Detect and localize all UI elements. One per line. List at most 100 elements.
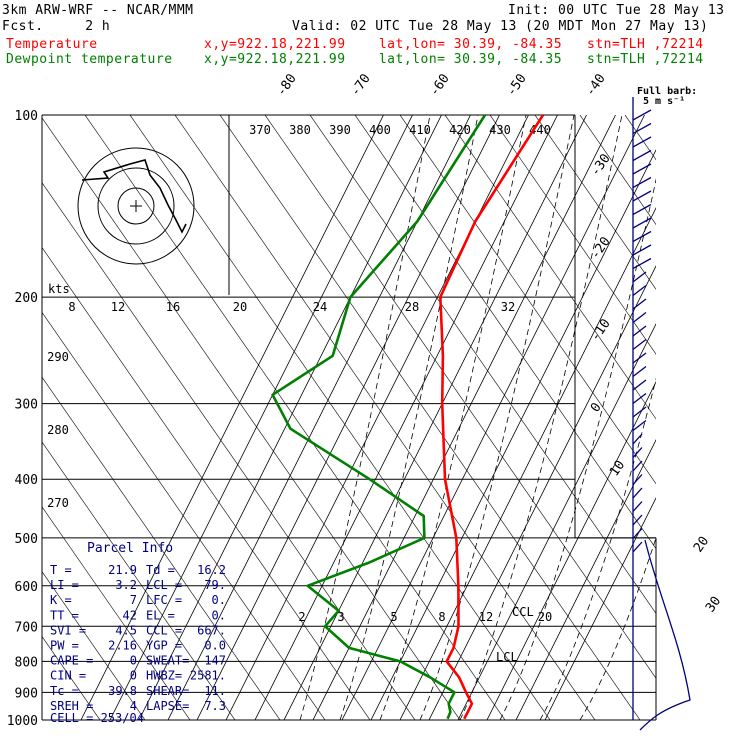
dry-adiabat-line xyxy=(489,115,656,355)
wind-barb xyxy=(632,474,643,485)
parcel-info-key: SVI = xyxy=(50,623,86,637)
wind-barb xyxy=(632,514,643,526)
wind-barb xyxy=(632,541,643,553)
dry-adiabat-line xyxy=(42,117,461,720)
parcel-info-value: 21.9 xyxy=(108,563,137,577)
dry-adiabat-line xyxy=(174,115,596,720)
skew-t-background-lines xyxy=(42,115,740,720)
parcel-info-key: CCL = xyxy=(146,623,182,637)
isotherm-line xyxy=(544,497,656,720)
isotherm-line xyxy=(515,439,656,720)
isotherm-line xyxy=(399,207,656,720)
moist-adiabat-curve xyxy=(459,115,623,720)
wind-barb xyxy=(632,406,647,418)
theta-label: 420 xyxy=(449,123,471,137)
wind-barb xyxy=(632,325,647,337)
theta-label: 370 xyxy=(249,123,271,137)
parcel-info-key: LCL = xyxy=(146,578,182,592)
hodograph-speed-label: 24 xyxy=(313,300,327,314)
parcel-info-value: 0 xyxy=(130,654,137,668)
dewpoint-legend: Dewpoint temperature xyxy=(6,52,173,67)
parcel-info-value: 16.2 xyxy=(197,563,226,577)
wind-barb xyxy=(632,352,647,364)
wind-barb xyxy=(632,487,643,499)
dry-adiabat-line xyxy=(399,115,656,485)
parcel-info-value: 0. xyxy=(212,608,226,622)
dry-adiabat-line xyxy=(579,115,656,226)
wind-barb xyxy=(632,230,652,243)
wind-barb xyxy=(632,149,652,162)
isotherm-line xyxy=(138,115,442,720)
isotherm-line xyxy=(370,149,656,720)
wind-barb xyxy=(632,136,652,148)
isotherm-label: -60 xyxy=(427,71,453,99)
full-barb-label: Full barb: xyxy=(637,86,697,97)
parcel-info-key: T = xyxy=(50,563,72,577)
temperature-profile xyxy=(439,115,545,720)
dry-adiabat-line xyxy=(42,571,146,720)
wind-barb xyxy=(632,203,652,216)
init-label: Init: 00 UTC Tue 28 May 13 xyxy=(508,3,725,18)
parcel-info-value: 7.3 xyxy=(204,699,226,713)
parcel-info-key: PW = xyxy=(50,639,79,653)
parcel-info-title: Parcel Info xyxy=(87,541,173,556)
dry-adiabat-line xyxy=(715,115,740,720)
parcel-info-key: SWEAT= xyxy=(146,654,189,668)
parcel-info-value: 42 xyxy=(123,608,137,622)
theta-left-label: 270 xyxy=(47,496,69,510)
dry-adiabat-line xyxy=(42,376,281,720)
wind-barb xyxy=(632,163,652,175)
isotherm-line xyxy=(283,115,587,720)
parcel-info-key: SHEAR= xyxy=(146,684,189,698)
dry-adiabat-line xyxy=(534,115,656,290)
parcel-info-key: Tc = xyxy=(50,684,79,698)
pressure-tick-label: 300 xyxy=(15,398,38,413)
parcel-info-cell: CELL = 253/04 xyxy=(50,711,144,725)
parcel-info-value: 0.0 xyxy=(204,639,226,653)
pressure-tick-label: 600 xyxy=(15,580,38,595)
isotherm-line xyxy=(341,115,645,720)
theta-label: 380 xyxy=(289,123,311,137)
moist-adiabat-curve xyxy=(339,115,479,720)
theta-left-label: 280 xyxy=(47,423,69,437)
hodograph-trace xyxy=(81,159,187,234)
isotherm-line xyxy=(457,323,656,720)
parcel-info-key: Td = xyxy=(146,563,175,577)
wind-barb xyxy=(632,433,643,445)
isotherm-line xyxy=(109,115,413,720)
forecast-label: Fcst. 2 h xyxy=(2,19,111,34)
isotherm-label: -40 xyxy=(583,71,609,99)
dry-adiabat-line xyxy=(42,246,371,720)
parcel-info-key: K = xyxy=(50,593,72,607)
isotherm-label: 0 xyxy=(588,400,605,415)
parcel-info-value: 667. xyxy=(197,623,226,637)
parcel-info-panel: Parcel Info T = 21.9 Td = 16.2 LI = 3.2 LCL = 79… xyxy=(50,541,226,725)
mixing-ratio-label: 3 xyxy=(337,610,344,624)
isotherm-label: -20 xyxy=(588,234,614,262)
hodograph-speed-label: 8 xyxy=(68,300,75,314)
isotherm-label: -30 xyxy=(588,151,614,179)
isotherm-label: 10 xyxy=(607,458,628,479)
wind-barb xyxy=(632,176,652,189)
wind-barb xyxy=(632,257,652,270)
hodograph-ring xyxy=(97,167,175,245)
parcel-info-key: TT = xyxy=(50,608,79,622)
isotherm-line xyxy=(428,265,656,720)
parcel-info-key: LFC = xyxy=(146,593,182,607)
parcel-info-value: 4.5 xyxy=(115,623,137,637)
dewpoint-profile xyxy=(271,115,487,720)
isotherm-line xyxy=(254,115,558,720)
pressure-tick-label: 100 xyxy=(15,109,38,124)
moist-adiabat-curve xyxy=(379,115,527,720)
wind-barb xyxy=(632,338,647,351)
hodograph-speed-label: 12 xyxy=(111,300,125,314)
near-surface-wind-trace xyxy=(639,539,691,731)
parcel-info-value: 3.2 xyxy=(115,578,137,592)
parcel-info-key: LI = xyxy=(50,578,79,592)
dry-adiabat-line xyxy=(264,115,656,679)
moist-adiabat-curve xyxy=(499,178,656,720)
isotherm-label: -70 xyxy=(348,71,374,99)
pressure-tick-label: 200 xyxy=(15,291,38,306)
parcel-info-value: 4 xyxy=(130,699,137,713)
